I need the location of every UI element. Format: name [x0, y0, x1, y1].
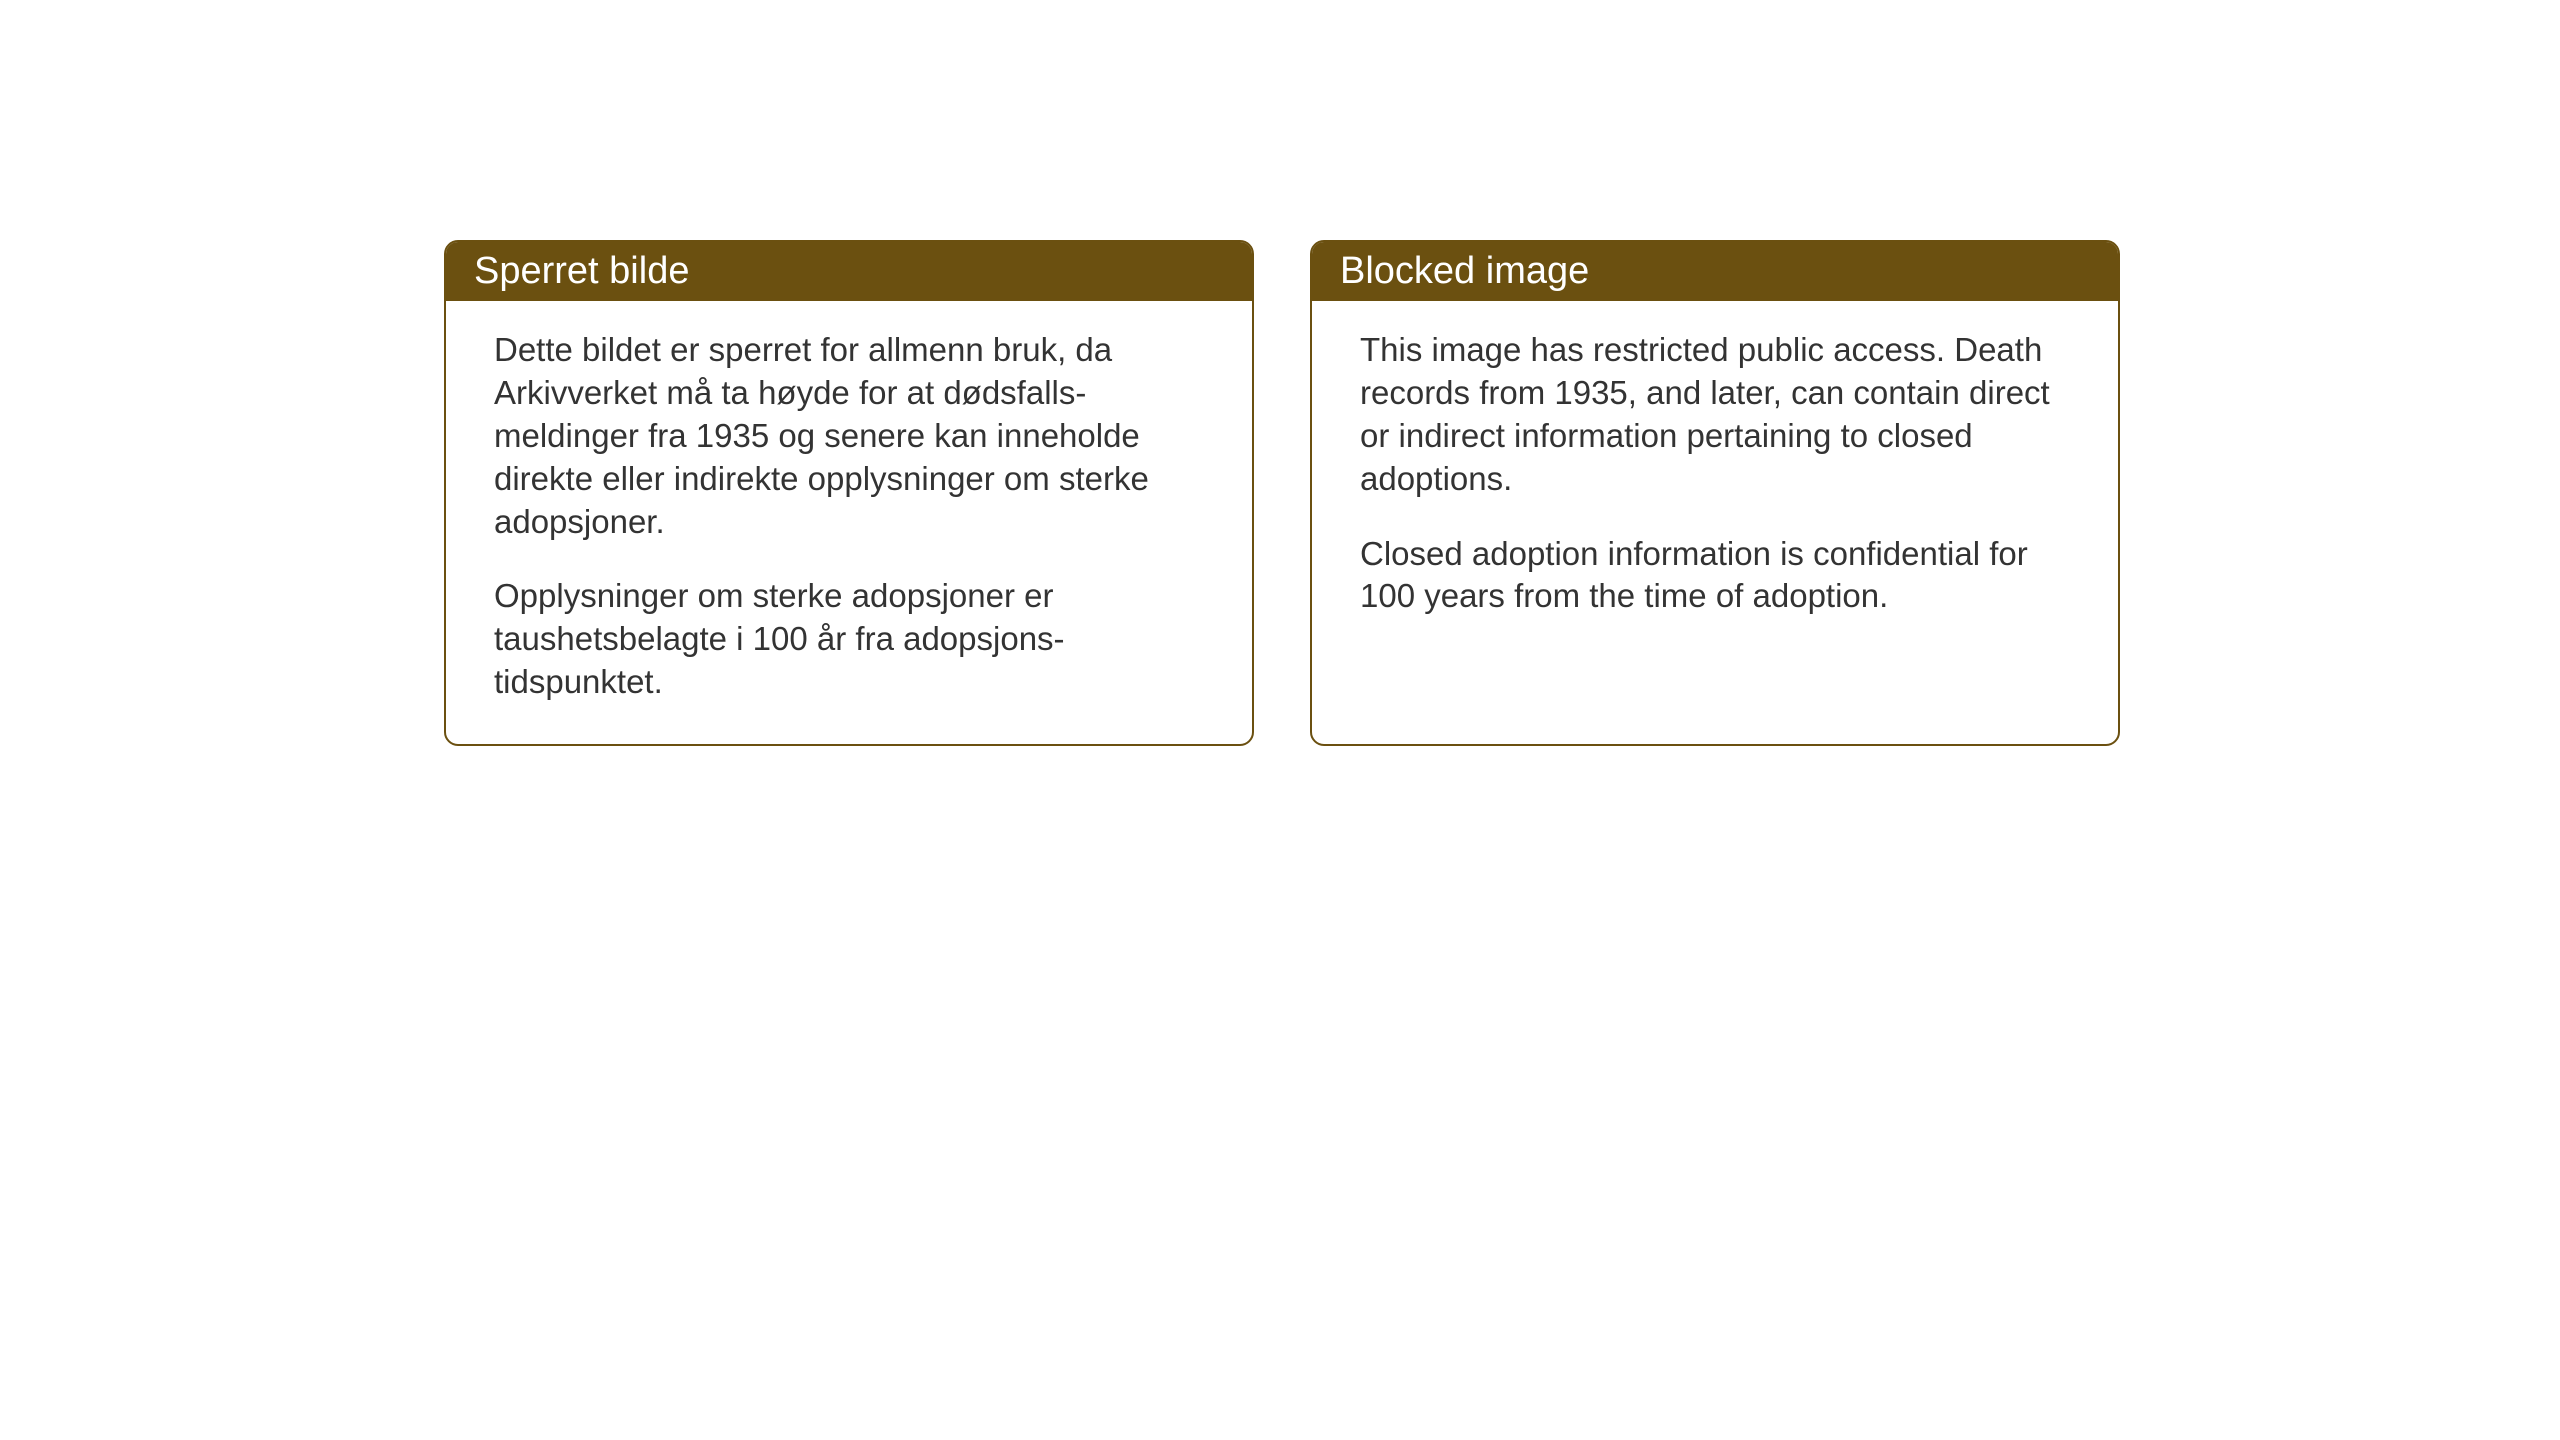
notice-paragraph-1-english: This image has restricted public access.… — [1360, 329, 2070, 501]
notice-card-norwegian: Sperret bilde Dette bildet er sperret fo… — [444, 240, 1254, 746]
notice-header-norwegian: Sperret bilde — [446, 242, 1252, 301]
notice-paragraph-1-norwegian: Dette bildet er sperret for allmenn bruk… — [494, 329, 1204, 543]
notice-card-english: Blocked image This image has restricted … — [1310, 240, 2120, 746]
notice-header-english: Blocked image — [1312, 242, 2118, 301]
notice-body-english: This image has restricted public access.… — [1312, 301, 2118, 658]
notices-container: Sperret bilde Dette bildet er sperret fo… — [444, 240, 2120, 746]
notice-paragraph-2-norwegian: Opplysninger om sterke adopsjoner er tau… — [494, 575, 1204, 704]
notice-paragraph-2-english: Closed adoption information is confident… — [1360, 533, 2070, 619]
notice-body-norwegian: Dette bildet er sperret for allmenn bruk… — [446, 301, 1252, 744]
